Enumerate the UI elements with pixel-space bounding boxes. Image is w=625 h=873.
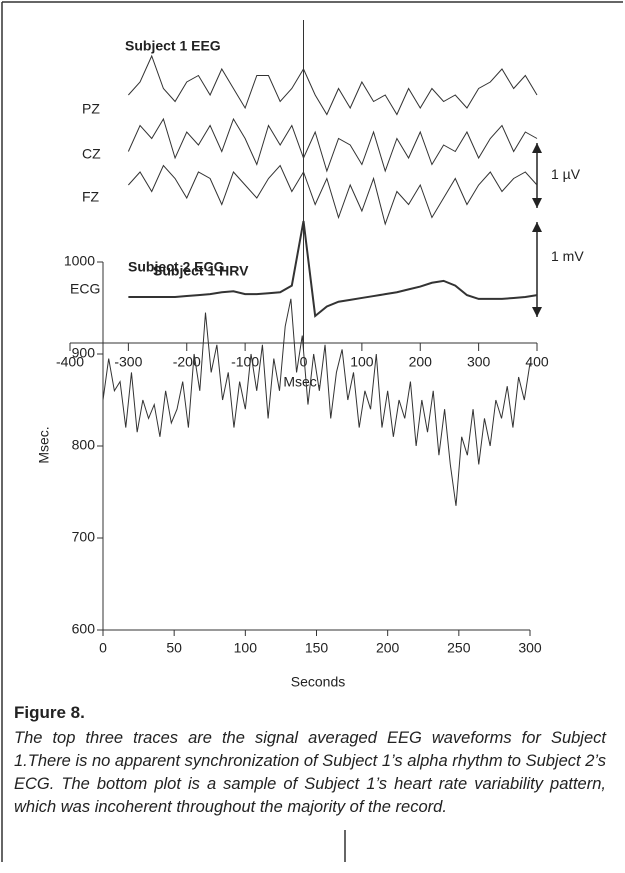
x-tick-label: 200 xyxy=(376,640,400,656)
y-tick-label: 700 xyxy=(72,529,96,545)
x-tick-label: 200 xyxy=(409,354,433,370)
x-tick-label: 100 xyxy=(350,354,374,370)
x-tick-label: 150 xyxy=(305,640,329,656)
series-label: CZ xyxy=(82,146,101,162)
x-tick-label: -200 xyxy=(173,354,201,370)
y-axis-label: Msec. xyxy=(36,426,52,463)
x-tick-label: -100 xyxy=(231,354,259,370)
x-axis-label: Seconds xyxy=(291,674,345,690)
x-tick-label: 0 xyxy=(99,640,107,656)
chart-title: Subject 1 HRV xyxy=(153,263,249,279)
x-tick-label: 0 xyxy=(300,354,308,370)
caption-label: Figure 8. xyxy=(14,703,85,722)
x-tick-label: 300 xyxy=(467,354,491,370)
x-tick-label: 50 xyxy=(166,640,182,656)
x-tick-label: -400 xyxy=(56,354,84,370)
scale-arrow xyxy=(532,222,542,317)
y-tick-label: 1000 xyxy=(64,253,95,269)
x-tick-label: 100 xyxy=(234,640,258,656)
x-axis-label: Msec. xyxy=(283,374,320,390)
y-tick-label: 900 xyxy=(72,345,96,361)
scale-label: 1 mV xyxy=(551,248,584,264)
x-tick-label: 250 xyxy=(447,640,471,656)
trace-line xyxy=(127,117,538,173)
y-tick-label: 800 xyxy=(72,437,96,453)
hrv-line xyxy=(102,298,531,506)
y-tick-label: 600 xyxy=(72,621,96,637)
chart-title: Subject 1 EEG xyxy=(125,38,221,54)
series-label: FZ xyxy=(82,189,100,205)
scale-label: 1 µV xyxy=(551,166,581,182)
trace-line xyxy=(128,220,538,318)
x-tick-label: -300 xyxy=(114,354,142,370)
caption-text: The top three traces are the signal aver… xyxy=(14,729,606,816)
series-label: ECG xyxy=(70,281,100,297)
trace-line xyxy=(128,164,538,226)
x-tick-label: 400 xyxy=(525,354,549,370)
trace-line xyxy=(128,54,538,116)
series-label: PZ xyxy=(82,101,100,117)
annotation: Subject 2 ECG xyxy=(128,259,225,275)
x-tick-label: 300 xyxy=(518,640,542,656)
